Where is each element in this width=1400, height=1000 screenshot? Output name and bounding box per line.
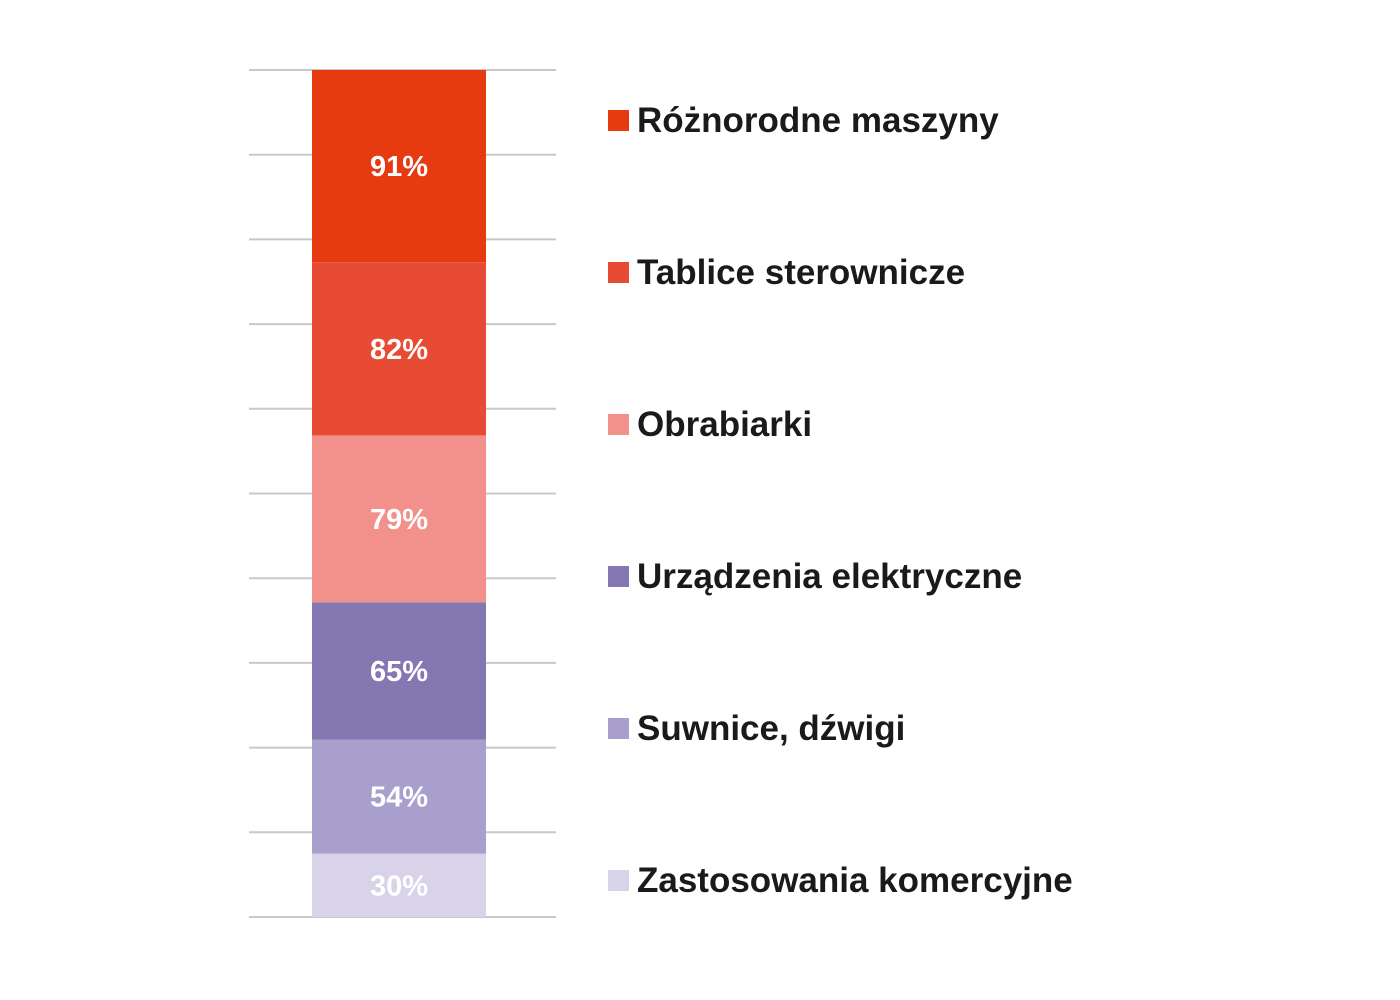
legend-swatch (608, 110, 629, 131)
data-label: 91% (370, 151, 428, 183)
legend-label: Tablice sterownicze (637, 253, 965, 292)
bar-segment (312, 853, 486, 917)
segment-labels: 30% 54% 65% 79% 82% 91% (370, 151, 428, 902)
data-label: 30% (370, 870, 428, 902)
bar-segments (312, 70, 486, 917)
data-label: 82% (370, 334, 428, 366)
legend-swatch (608, 566, 629, 587)
legend-label: Urządzenia elektryczne (637, 557, 1022, 596)
bar-segment (312, 435, 486, 603)
legend-swatch (608, 870, 629, 891)
bar-segment (312, 262, 486, 436)
legend-label: Suwnice, dźwigi (637, 709, 905, 748)
legend-label: Obrabiarki (637, 405, 812, 444)
bar-segment (312, 70, 486, 263)
legend: Różnorodne maszyny Tablice sterownicze Obr… (608, 101, 1073, 900)
legend-swatch (608, 414, 629, 435)
bar-segment (312, 602, 486, 740)
data-label: 79% (370, 504, 428, 536)
legend-swatch (608, 262, 629, 283)
legend-swatch (608, 718, 629, 739)
bar-segment (312, 739, 486, 854)
legend-label: Zastosowania komercyjne (637, 861, 1073, 900)
legend-label: Różnorodne maszyny (637, 101, 999, 140)
data-label: 54% (370, 782, 428, 814)
data-label: 65% (370, 656, 428, 688)
